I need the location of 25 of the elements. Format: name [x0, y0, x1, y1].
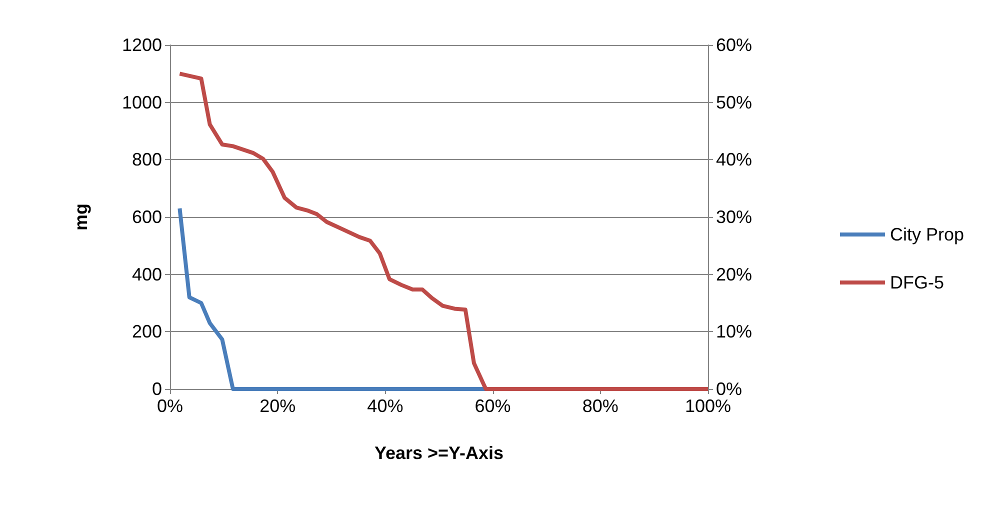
- line-series: [178, 72, 710, 391]
- y2-tick-label: 40%: [716, 150, 752, 170]
- y-tick-label: 0: [152, 379, 162, 399]
- y2-tick-label: 20%: [716, 264, 752, 284]
- x-tick-label: 100%: [684, 396, 732, 416]
- y2-tick-label: 50%: [716, 92, 752, 112]
- y-tick-label: 1200: [122, 35, 162, 55]
- y-tick-label: 800: [132, 150, 162, 170]
- x-tick-label: 60%: [474, 396, 511, 416]
- y2-tick-label: 10%: [716, 322, 752, 342]
- y-tick-label: 400: [132, 264, 162, 284]
- x-tick-label: 20%: [260, 396, 296, 416]
- legend-label: City Prop: [890, 224, 964, 244]
- y2-tick-label: 30%: [716, 207, 752, 227]
- y-tick-label: 1000: [122, 92, 162, 112]
- y-axis-title: mg: [71, 204, 91, 230]
- x-tick-label: 40%: [367, 396, 404, 416]
- y-tick-label: 600: [132, 207, 162, 227]
- x-tick-label: 0%: [156, 396, 184, 416]
- y-tick-label: 200: [132, 322, 162, 342]
- y2-tick-label: 60%: [716, 35, 752, 55]
- y2-tick-label: 0%: [716, 379, 742, 399]
- x-tick-label: 80%: [582, 396, 618, 416]
- x-axis-title: Years >=Y-Axis: [374, 443, 504, 463]
- legend-label: DFG-5: [890, 272, 944, 292]
